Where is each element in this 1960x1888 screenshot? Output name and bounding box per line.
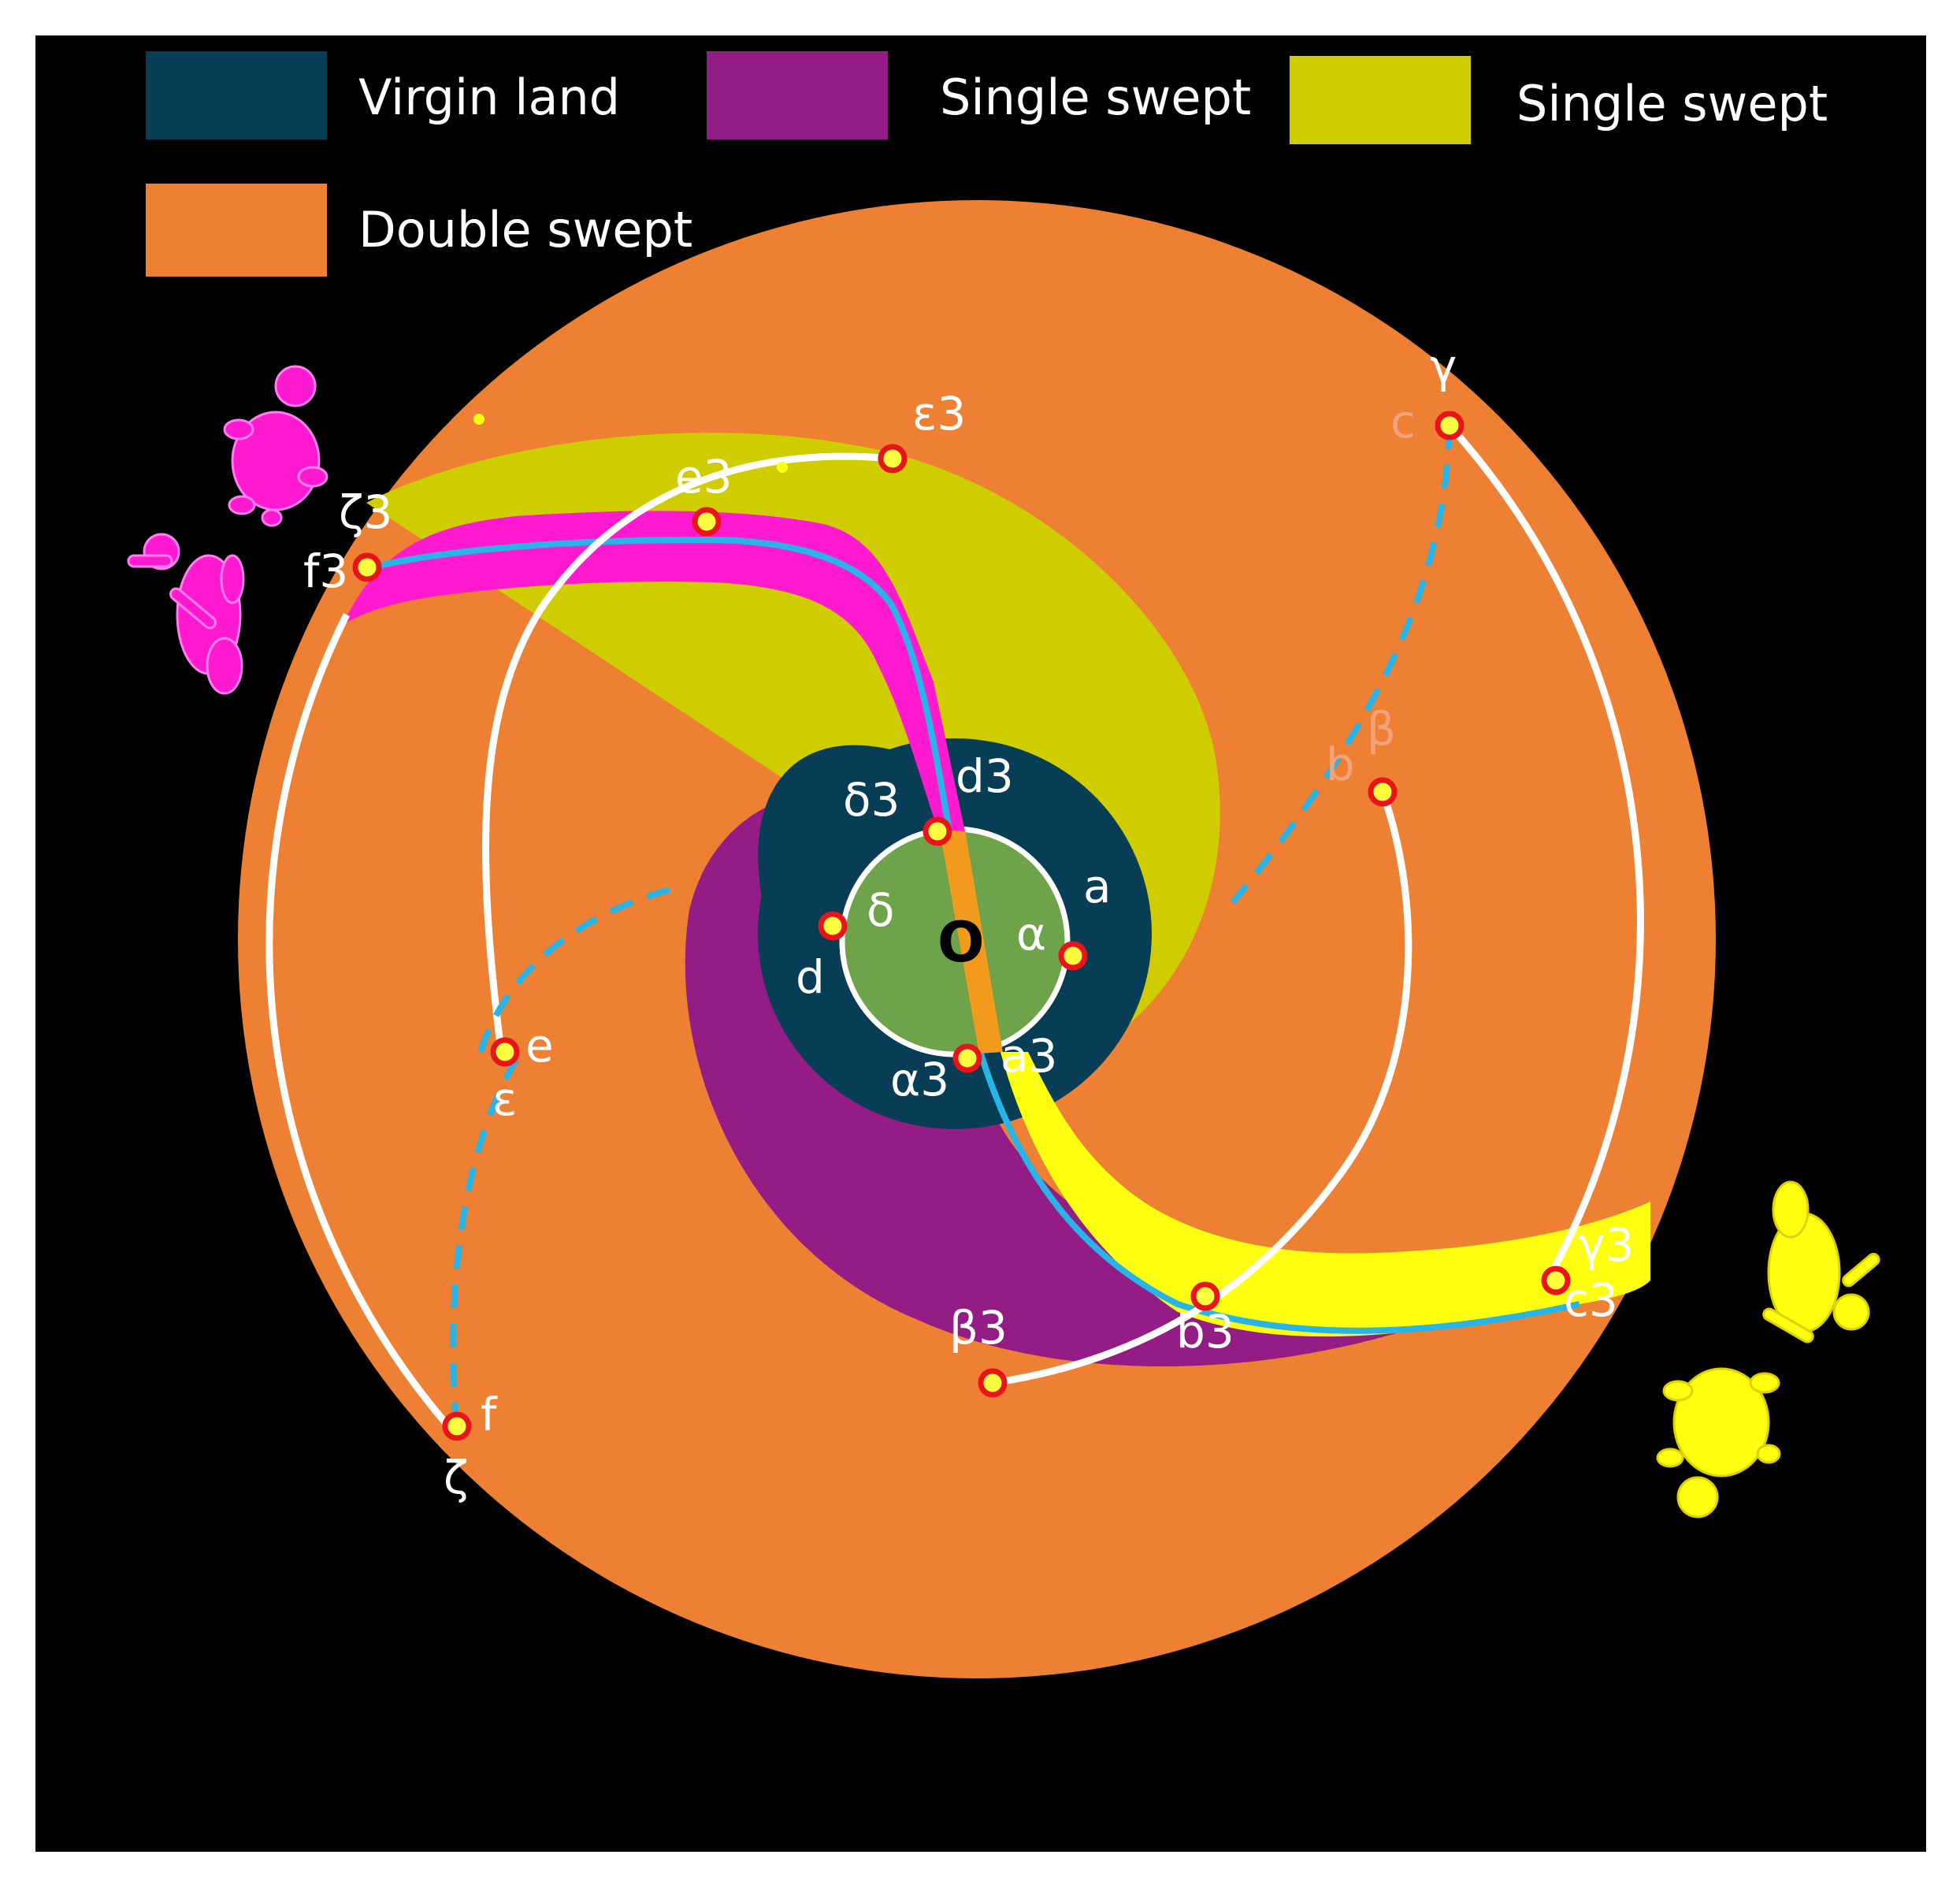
legend-label-double-swept: Double swept [358,201,692,258]
label-b3: b3 [1176,1305,1234,1358]
dot-marker-1 [473,414,484,425]
label-delta3: δ3 [843,773,900,827]
label-beta: β [1367,702,1396,756]
point-beta3 [978,1368,1008,1398]
magenta-turtle-icon [223,365,329,527]
label-b: b [1326,738,1355,791]
point-f [442,1411,472,1441]
legend-label-single-swept-olive: Single swept [1516,75,1828,132]
point-c3 [1541,1265,1571,1295]
legend-label-virgin-land: Virgin land [358,69,620,126]
label-alpha3: α3 [890,1053,949,1106]
point-c [1435,411,1464,440]
yellow-rabbit-icon [1762,1180,1880,1344]
label-c3: c3 [1564,1273,1618,1327]
point-f3 [352,552,382,582]
label-center: O [937,910,985,975]
magenta-band-edge [361,536,952,832]
point-b [1368,777,1398,807]
label-c: c [1390,395,1416,448]
dashed-e-to-d [477,883,682,1054]
point-a3 [952,1043,982,1073]
label-f3: f3 [303,544,348,598]
yellow-band-edge [978,1052,1580,1334]
label-e3: e3 [675,450,733,504]
point-b3 [1190,1281,1220,1311]
magenta-rabbit-icon [127,533,245,695]
legend: Virgin land Single swept Single swept Do… [146,51,1828,277]
label-a3: a3 [1000,1029,1057,1083]
white-paths [265,422,1644,1425]
legend-swatch-single-swept-olive [1290,56,1471,144]
yellow-swept-band [1000,1052,1650,1337]
label-alpha: α [1016,907,1046,961]
outer-arc-right [1446,422,1644,1279]
legend-swatch-virgin-land [146,51,327,139]
sweep-diagram: Virgin land Single swept Single swept Do… [127,51,1880,1678]
path-b-to-beta3 [992,790,1412,1387]
label-gamma3: γ3 [1578,1218,1634,1272]
magenta-swept-band [343,511,965,831]
dashed-paths [450,425,1453,1427]
label-e: e [525,1019,554,1072]
point-a [1058,941,1088,971]
label-d: d [796,950,825,1004]
dashed-c-to-b [1230,425,1453,905]
label-delta: δ [867,883,895,937]
diagram-frame: Virgin land Single swept Single swept Do… [35,35,1926,1852]
label-epsilon: ε [492,1072,517,1126]
label-f: f [481,1388,498,1441]
center-strip [940,830,1003,1054]
dashed-f-to-e [450,1057,519,1427]
label-beta3: β3 [949,1301,1008,1355]
legend-swatch-single-swept-purple [707,51,888,139]
virgin-land-left [758,745,902,1027]
legend-label-single-swept-purple: Single swept [940,69,1251,126]
label-zeta3: ζ3 [339,485,392,539]
legend-swatch-double-swept [146,184,327,277]
point-labels: O γ c β b a α a3 α3 d3 δ3 δ d ε3 e3 ζ3 f… [303,340,1634,1504]
point-d [818,911,848,941]
point-d3 [922,816,952,846]
label-d3: d3 [956,749,1014,803]
point-epsilon3 [878,444,908,474]
label-epsilon3: ε3 [912,387,966,440]
path-epsilon3-to-e [482,452,893,1045]
dot-marker-2 [777,462,788,473]
label-gamma: γ [1430,340,1457,393]
label-a: a [1083,860,1112,913]
label-zeta: ζ [444,1451,469,1504]
outer-arc-left [265,612,448,1425]
yellow-turtle-icon [1656,1367,1781,1518]
point-e [490,1037,520,1067]
point-e3 [692,507,722,537]
points [352,411,1571,1441]
